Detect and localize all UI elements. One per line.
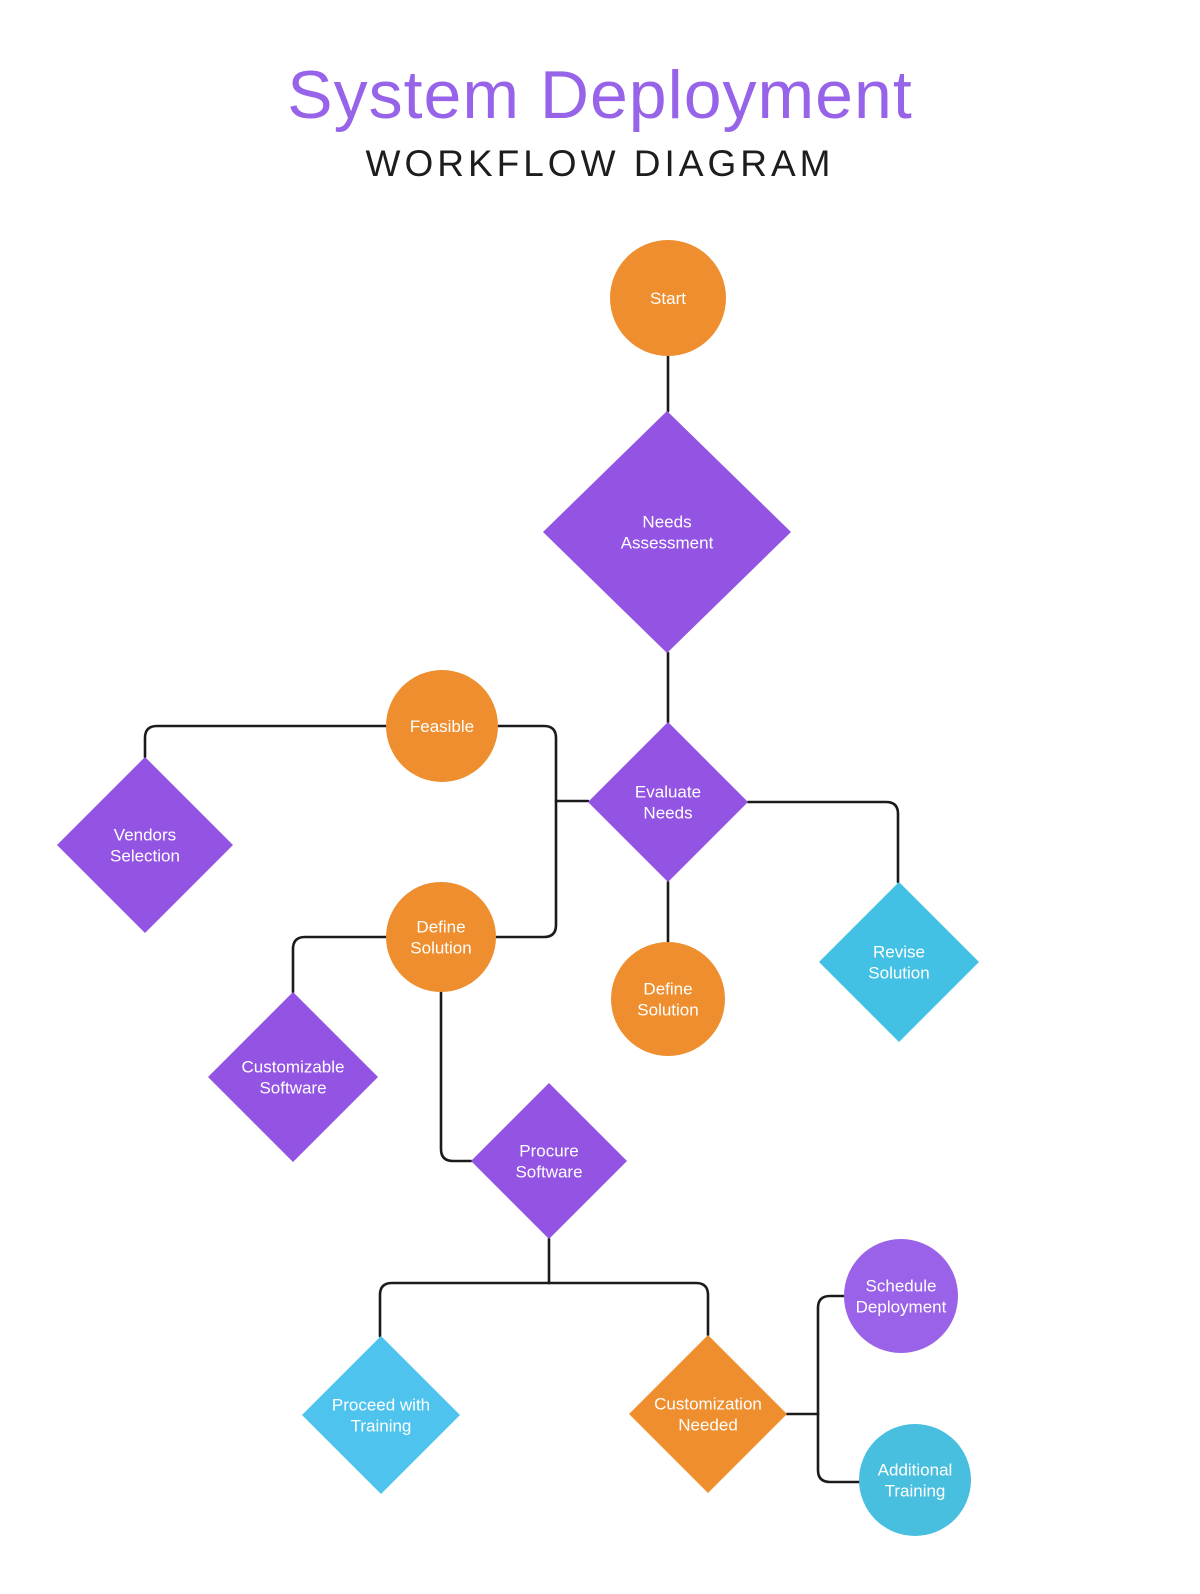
node-label-procure-software: Procure Software [515,1142,582,1182]
edge-procure-software--customization-needed [547,1281,710,1337]
node-schedule-deployment: Schedule Deployment [844,1239,958,1353]
schedule-deployment-circle-shape [844,1239,958,1353]
node-vendors-selection: Vendors Selection [57,757,233,933]
evaluate-needs-diamond-shape [588,722,748,882]
node-label-needs-assessment: Needs Assessment [621,513,714,553]
edge-define-solution-left--customizable-software [291,935,388,994]
edge-customization-needed--additional-training [816,1412,861,1484]
needs-assessment-diamond-shape [543,411,791,653]
node-customizable-software: Customizable Software [208,992,378,1162]
proceed-with-training-diamond-shape [302,1336,460,1494]
node-customization-needed: Customization Needed [629,1335,787,1493]
procure-software-diamond-shape [471,1083,627,1239]
define-solution-center-circle-shape [611,942,725,1056]
node-revise-solution: Revise Solution [819,882,979,1042]
revise-solution-diamond-shape [819,882,979,1042]
edge-define-solution-left--procure-software [439,990,473,1163]
node-label-customizable-software: Customizable Software [242,1058,345,1098]
node-define-solution-left: Define Solution [386,882,496,992]
edge-procure-software--proceed-with-training [378,1281,551,1338]
node-evaluate-needs: Evaluate Needs [588,722,748,882]
node-label-customization-needed: Customization Needed [654,1395,762,1435]
edge-evaluate-needs--revise-solution [746,800,900,884]
node-procure-software: Procure Software [471,1083,627,1239]
customization-needed-diamond-shape [629,1335,787,1493]
edge-feasible--define-solution-left [494,724,558,939]
node-label-define-solution-center: Define Solution [637,980,698,1020]
node-label-revise-solution: Revise Solution [868,943,929,983]
additional-training-circle-shape [859,1424,971,1536]
define-solution-left-circle-shape [386,882,496,992]
node-label-additional-training: Additional Training [878,1461,953,1501]
node-additional-training: Additional Training [859,1424,971,1536]
node-label-start: Start [650,289,686,308]
edge-feasible--vendors-selection [143,724,388,759]
node-label-vendors-selection: Vendors Selection [110,826,180,866]
node-start: Start [610,240,726,356]
node-feasible: Feasible [386,670,498,782]
node-define-solution-center: Define Solution [611,942,725,1056]
vendors-selection-diamond-shape [57,757,233,933]
node-needs-assessment: Needs Assessment [543,411,791,653]
edge-customization-needed--schedule-deployment [816,1294,846,1416]
node-label-evaluate-needs: Evaluate Needs [635,783,701,823]
node-label-define-solution-left: Define Solution [410,918,471,958]
node-label-proceed-with-training: Proceed with Training [332,1396,430,1436]
node-proceed-with-training: Proceed with Training [302,1336,460,1494]
node-label-schedule-deployment: Schedule Deployment [856,1277,947,1317]
node-label-feasible: Feasible [410,717,474,736]
start-circle-shape [610,240,726,356]
feasible-circle-shape [386,670,498,782]
customizable-software-diamond-shape [208,992,378,1162]
